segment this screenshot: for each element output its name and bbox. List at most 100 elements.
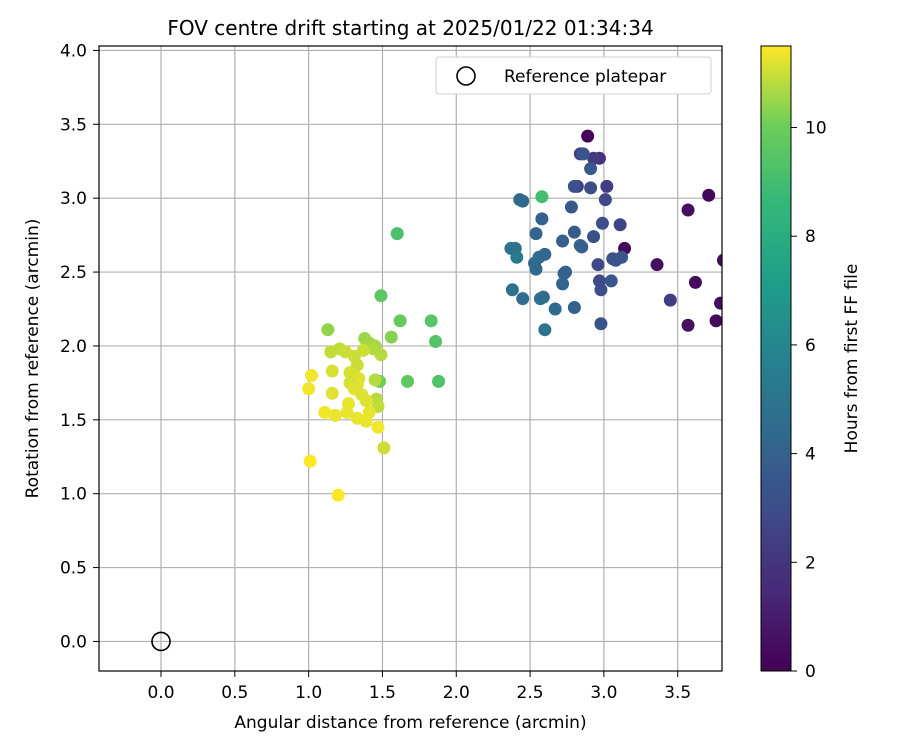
y-axis-ticks: 0.0 0.5 1.0 1.5 2.0 2.5 3.0 3.5 4.0 — [60, 41, 99, 652]
data-point — [340, 405, 354, 419]
data-point — [318, 405, 332, 419]
data-point — [302, 382, 316, 396]
data-point — [600, 179, 614, 193]
data-point — [529, 262, 543, 276]
data-point — [305, 368, 319, 382]
data-point — [424, 314, 438, 328]
data-point — [510, 250, 524, 264]
data-point — [356, 343, 370, 357]
data-point — [325, 364, 339, 378]
data-point — [331, 488, 345, 502]
x-tick-label: 2.0 — [443, 683, 470, 703]
data-point — [709, 314, 722, 328]
data-point — [324, 345, 338, 359]
data-points — [302, 129, 722, 502]
data-point — [535, 212, 549, 226]
data-point — [377, 441, 391, 455]
data-point — [714, 296, 722, 310]
data-point — [390, 227, 404, 241]
x-tick-label: 1.0 — [295, 683, 322, 703]
grid — [99, 46, 722, 671]
data-point — [598, 193, 612, 207]
colorbar-ticks: 0 2 4 6 8 10 — [791, 119, 827, 682]
x-tick-label: 1.5 — [369, 683, 396, 703]
y-tick-label: 2.0 — [60, 337, 87, 357]
legend-open-circle-icon — [456, 66, 476, 86]
data-point — [681, 318, 695, 332]
data-point — [432, 374, 446, 388]
data-point — [303, 454, 317, 468]
colorbar-tick-label: 8 — [805, 227, 816, 247]
data-point — [556, 277, 570, 291]
colorbar-label: Hours from first FF file — [842, 264, 862, 454]
data-point — [663, 293, 677, 307]
data-point — [584, 162, 598, 176]
data-point — [567, 301, 581, 315]
data-point — [328, 408, 342, 422]
colorbar-gradient — [760, 45, 792, 672]
data-point — [681, 203, 695, 217]
x-tick-label: 0.0 — [147, 683, 174, 703]
data-point — [548, 302, 562, 316]
plot-frame — [98, 45, 723, 672]
data-point — [321, 323, 335, 337]
colorbar-tick-label: 6 — [805, 336, 816, 356]
x-axis-label: Angular distance from reference (arcmin) — [234, 713, 586, 733]
data-point — [587, 151, 601, 165]
data-point — [359, 394, 373, 408]
data-point — [609, 253, 623, 267]
data-point — [374, 289, 388, 303]
y-tick-label: 1.5 — [60, 411, 87, 431]
y-tick-label: 3.5 — [60, 115, 87, 135]
data-point — [594, 283, 608, 297]
colorbar-tick-label: 4 — [805, 445, 816, 465]
data-point — [650, 258, 664, 272]
y-tick-label: 0.5 — [60, 559, 87, 579]
legend: Reference platepar — [435, 56, 712, 95]
x-tick-label: 3.5 — [664, 683, 691, 703]
y-tick-label: 2.5 — [60, 263, 87, 283]
data-point — [538, 323, 552, 337]
data-point — [591, 258, 605, 272]
x-axis-ticks: 0.0 0.5 1.0 1.5 2.0 2.5 3.0 3.5 — [147, 671, 691, 703]
colorbar-tick-label: 2 — [805, 553, 816, 573]
data-point — [567, 225, 581, 239]
data-point — [581, 129, 595, 143]
data-point — [587, 230, 601, 244]
data-point — [716, 253, 722, 267]
colorbar: 0 2 4 6 8 10 Hours from first FF file — [760, 45, 862, 682]
data-point — [325, 386, 339, 400]
data-point — [688, 275, 702, 289]
data-point — [516, 194, 530, 208]
reference-platepar-marker — [151, 631, 171, 652]
y-tick-label: 3.0 — [60, 189, 87, 209]
chart-title: FOV centre drift starting at 2025/01/22 … — [167, 16, 653, 40]
data-point — [516, 292, 530, 306]
data-point — [529, 227, 543, 241]
data-point — [576, 147, 590, 161]
data-point — [594, 317, 608, 331]
y-tick-label: 0.0 — [60, 632, 87, 652]
data-point — [595, 216, 609, 230]
data-point — [505, 283, 519, 297]
y-tick-label: 1.0 — [60, 485, 87, 505]
data-point — [604, 274, 618, 288]
colorbar-tick-label: 0 — [805, 662, 816, 682]
y-axis-label: Rotation from reference (arcmin) — [23, 219, 43, 499]
x-tick-label: 3.0 — [590, 683, 617, 703]
data-point — [573, 238, 587, 252]
data-point — [374, 348, 388, 362]
data-point — [559, 265, 573, 279]
data-point — [393, 314, 407, 328]
data-point — [584, 181, 598, 195]
data-point — [359, 414, 373, 428]
data-point — [368, 373, 382, 387]
data-point — [538, 247, 552, 261]
x-tick-label: 2.5 — [517, 683, 544, 703]
data-point — [533, 292, 547, 306]
data-point — [371, 420, 385, 434]
data-point — [556, 234, 570, 248]
data-point — [567, 179, 581, 193]
data-point — [401, 374, 415, 388]
